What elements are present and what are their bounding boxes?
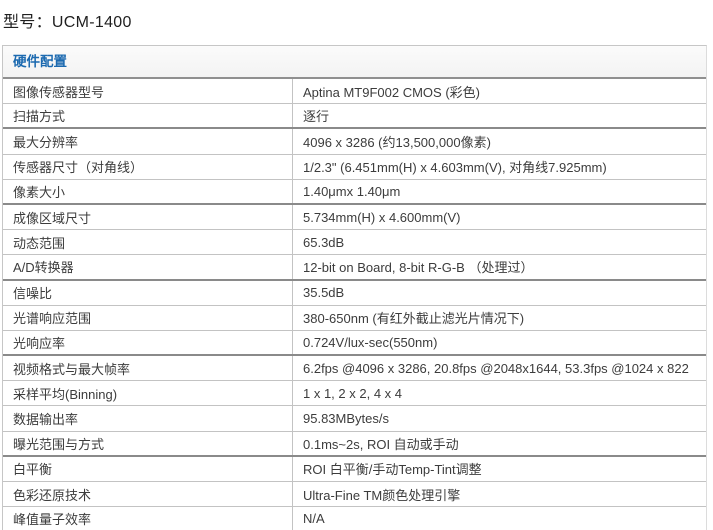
table-row: 采样平均(Binning) 1 x 1, 2 x 2, 4 x 4 xyxy=(3,381,706,407)
spec-label-cell: 传感器尺寸（对角线） xyxy=(3,154,293,179)
table-row: 最大分辨率 4096 x 3286 (约13,500,000像素) xyxy=(3,129,706,155)
spec-value-cell: ROI 白平衡/手动Temp-Tint调整 xyxy=(303,462,482,478)
spec-label-cell: 像素大小 xyxy=(3,179,293,203)
table-row: 视频格式与最大帧率 6.2fps @4096 x 3286, 20.8fps @… xyxy=(3,356,706,382)
table-row: 数据输出率 95.83MBytes/s xyxy=(3,406,706,432)
spec-label-cell: 曝光范围与方式 xyxy=(3,431,293,455)
spec-value-cell: 5.734mm(H) x 4.600mm(V) xyxy=(303,209,461,225)
spec-value-cell: Ultra-Fine TM颜色处理引擎 xyxy=(303,487,461,503)
spec-label-cell: 扫描方式 xyxy=(3,104,293,128)
spec-label-cell: 图像传感器型号 xyxy=(3,79,293,104)
spec-value-cell: 逐行 xyxy=(303,109,330,125)
table-rows: 图像传感器型号 Aptina MT9F002 CMOS (彩色) 扫描方式 逐行… xyxy=(3,79,706,530)
spec-value-cell: 65.3dB xyxy=(303,234,345,250)
hardware-spec-table: 硬件配置 图像传感器型号 Aptina MT9F002 CMOS (彩色) 扫描… xyxy=(2,45,707,530)
table-row: 像素大小 1.40μmx 1.40μm xyxy=(3,179,706,205)
spec-label-cell: A/D转换器 xyxy=(3,255,293,279)
table-row: 成像区域尺寸 5.734mm(H) x 4.600mm(V) xyxy=(3,204,706,231)
spec-label-cell: 动态范围 xyxy=(3,230,293,255)
table-row: 光响应率 0.724V/lux-sec(550nm) xyxy=(3,330,706,357)
spec-value-cell: N/A xyxy=(303,511,325,527)
table-row: 光谱响应范围 380-650nm (有红外截止滤光片情况下) xyxy=(3,305,706,331)
table-row: A/D转换器 12-bit on Board, 8-bit R-G-B （处理过… xyxy=(3,255,706,281)
spec-value-cell: 35.5dB xyxy=(303,285,345,301)
spec-label-cell: 色彩还原技术 xyxy=(3,482,293,507)
spec-value-cell: 0.1ms~2s, ROI 自动或手动 xyxy=(303,436,459,452)
spec-label-cell: 光响应率 xyxy=(3,330,293,355)
spec-label-cell: 信噪比 xyxy=(3,280,293,305)
spec-label-cell: 峰值量子效率 xyxy=(3,507,293,530)
table-row: 信噪比 35.5dB xyxy=(3,280,706,306)
spec-value-cell: 1 x 1, 2 x 2, 4 x 4 xyxy=(303,385,402,401)
spec-value-cell: 12-bit on Board, 8-bit R-G-B （处理过） xyxy=(303,260,534,276)
table-row: 扫描方式 逐行 xyxy=(3,104,706,130)
table-row: 动态范围 65.3dB xyxy=(3,230,706,256)
spec-value-cell: Aptina MT9F002 CMOS (彩色) xyxy=(303,84,480,100)
spec-value-cell: 1.40μmx 1.40μm xyxy=(303,183,401,199)
spec-value-cell: 0.724V/lux-sec(550nm) xyxy=(303,334,438,350)
spec-label-cell: 白平衡 xyxy=(3,456,293,481)
spec-value-cell: 6.2fps @4096 x 3286, 20.8fps @2048x1644,… xyxy=(303,360,689,376)
spec-label-cell: 成像区域尺寸 xyxy=(3,204,293,230)
spec-value-cell: 380-650nm (有红外截止滤光片情况下) xyxy=(303,311,525,327)
table-row: 峰值量子效率 N/A xyxy=(3,507,706,530)
table-row: 色彩还原技术 Ultra-Fine TM颜色处理引擎 xyxy=(3,482,706,508)
table-row: 曝光范围与方式 0.1ms~2s, ROI 自动或手动 xyxy=(3,431,706,457)
page-title: 型号：UCM-1400 xyxy=(3,14,132,31)
table-row: 传感器尺寸（对角线） 1/2.3" (6.451mm(H) x 4.603mm(… xyxy=(3,154,706,180)
table-row: 图像传感器型号 Aptina MT9F002 CMOS (彩色) xyxy=(3,79,706,105)
spec-value-cell: 95.83MBytes/s xyxy=(303,411,389,427)
table-row: 白平衡 ROI 白平衡/手动Temp-Tint调整 xyxy=(3,456,706,482)
spec-page: 型号：UCM-1400 硬件配置 图像传感器型号 Aptina MT9F002 … xyxy=(0,8,713,530)
spec-value-cell: 4096 x 3286 (约13,500,000像素) xyxy=(303,134,491,150)
spec-label-cell: 采样平均(Binning) xyxy=(3,381,293,406)
spec-label-cell: 光谱响应范围 xyxy=(3,305,293,330)
spec-value-cell: 1/2.3" (6.451mm(H) x 4.603mm(V), 对角线7.92… xyxy=(303,160,607,176)
spec-label-cell: 视频格式与最大帧率 xyxy=(3,356,293,381)
spec-label-cell: 数据输出率 xyxy=(3,406,293,431)
spec-label-cell: 最大分辨率 xyxy=(3,129,293,154)
table-section-header: 硬件配置 xyxy=(3,46,706,79)
